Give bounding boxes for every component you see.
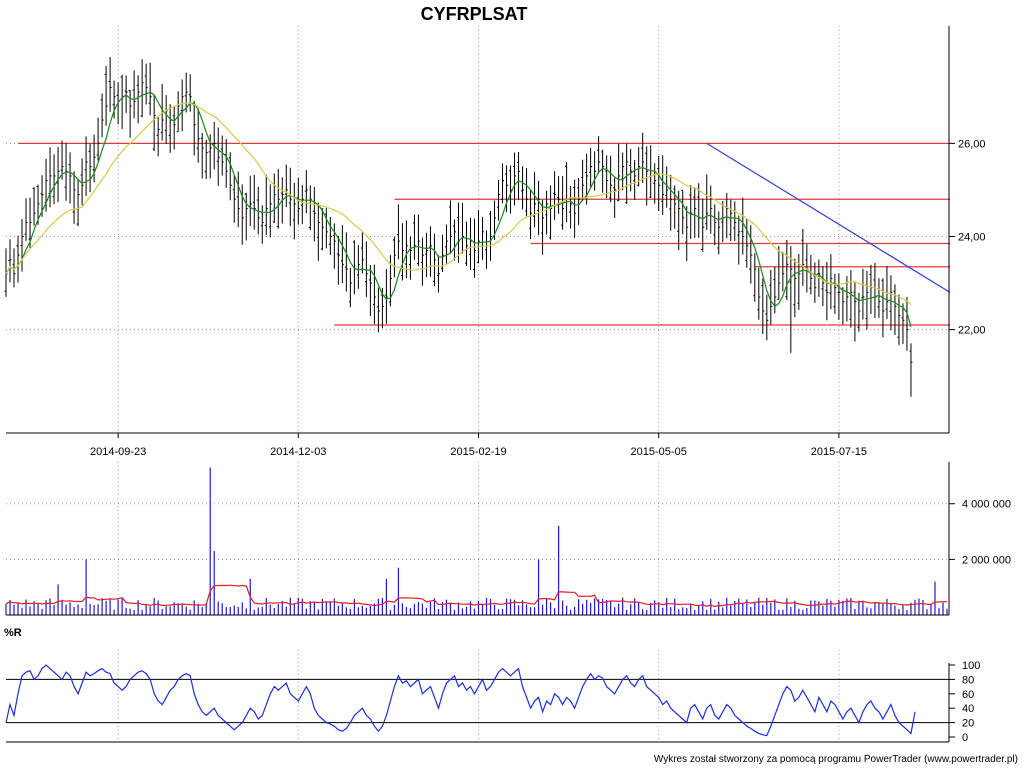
date-axis: 2014-09-23 2014-12-03 2015-02-19 2015-05-05…: [90, 433, 867, 458]
wr-tick-label: 0: [962, 732, 968, 744]
wr-tick-label: 20: [962, 718, 974, 730]
price-grid: [6, 26, 947, 742]
volume-tick-label: 2 000 000: [962, 554, 1011, 566]
price-axis: 22,00 24,00 26,00: [6, 26, 986, 434]
date-tick-label: 2015-02-19: [450, 446, 506, 458]
volume-average: [5, 584, 948, 608]
date-tick-label: 2014-12-03: [270, 446, 326, 458]
date-tick-label: 2015-05-05: [631, 446, 687, 458]
williams-r-panel: 0 20 40 60 80 100: [5, 660, 980, 744]
moving-average-short: [5, 91, 912, 327]
williams-r-title: %R: [4, 627, 22, 639]
date-tick-label: 2014-09-23: [90, 446, 146, 458]
price-moving-averages: [5, 91, 912, 327]
footer-credit: Wykres został stworzony za pomocą progra…: [654, 754, 1018, 765]
volume-panel: 2 000 000 4 000 000: [5, 462, 1011, 616]
price-levels: [18, 142, 951, 326]
wr-tick-label: 60: [962, 689, 974, 701]
wr-tick-label: 100: [962, 660, 980, 672]
wr-tick-label: 40: [962, 703, 974, 715]
williams-r-line: [5, 664, 916, 737]
price-tick-label: 24,00: [958, 231, 986, 243]
wr-tick-label: 80: [962, 674, 974, 686]
price-bars: [4, 57, 913, 397]
date-tick-label: 2015-07-15: [811, 446, 867, 458]
chart-title: CYFRPLSAT: [421, 4, 528, 24]
volume-tick-label: 4 000 000: [962, 499, 1011, 511]
trendline: [706, 142, 951, 293]
moving-average-long: [5, 102, 912, 306]
price-tick-label: 22,00: [958, 325, 986, 337]
price-tick-label: 26,00: [958, 138, 986, 150]
